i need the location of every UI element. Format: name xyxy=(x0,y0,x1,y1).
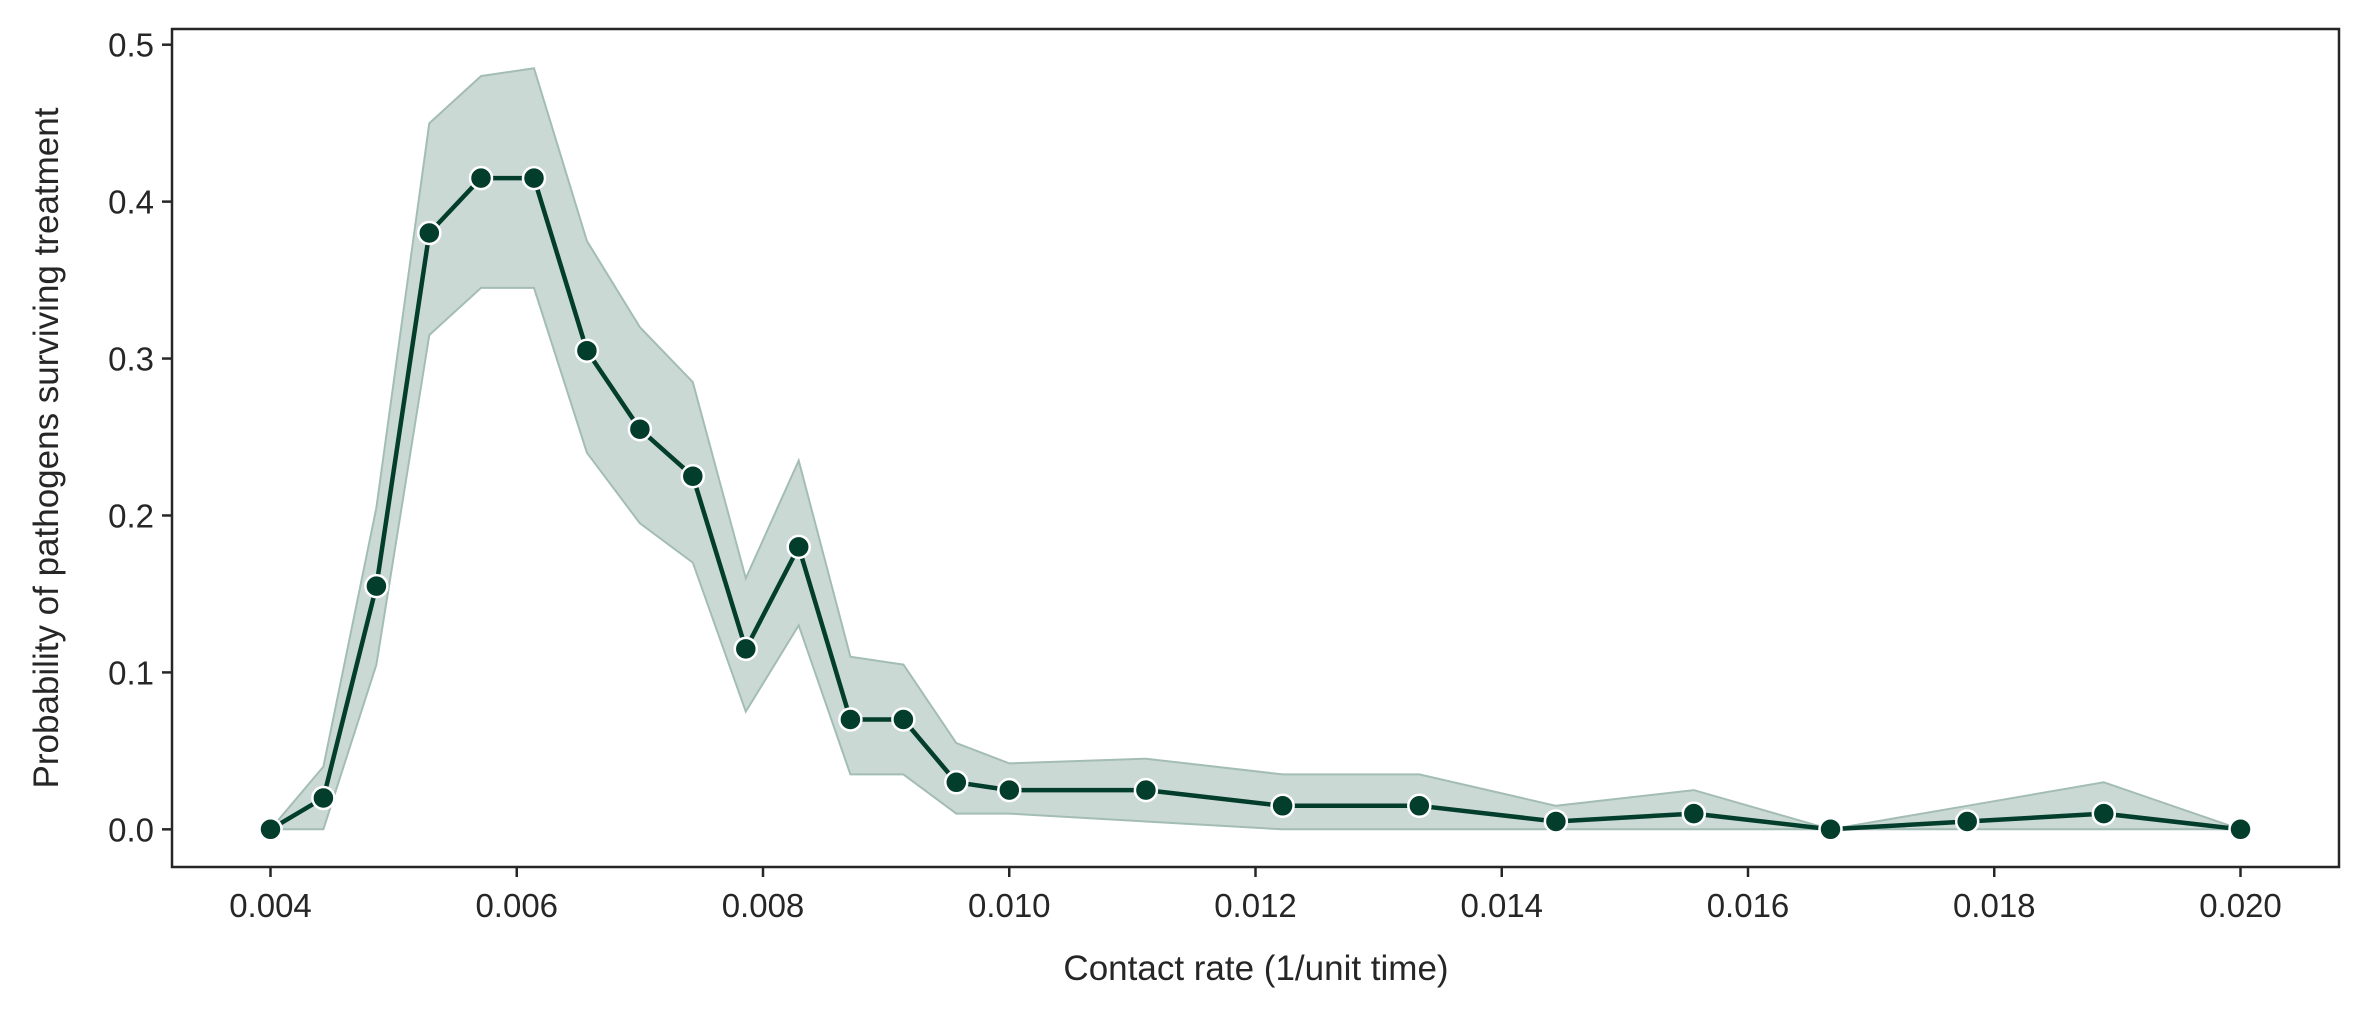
data-point xyxy=(1543,809,1569,834)
data-point xyxy=(1270,793,1295,819)
data-point xyxy=(574,338,600,363)
x-tick-label: 0.004 xyxy=(229,887,312,924)
y-tick-label: 0.1 xyxy=(108,654,154,691)
data-point xyxy=(521,165,547,191)
data-point xyxy=(1407,793,1432,819)
y-tick-label: 0.3 xyxy=(108,341,154,378)
data-point xyxy=(680,463,706,489)
data-point xyxy=(838,707,863,732)
x-axis-title: Contact rate (1/unit time) xyxy=(1063,949,1448,988)
data-point xyxy=(627,416,653,442)
confidence-band-layer xyxy=(268,67,2241,831)
x-tick-label: 0.012 xyxy=(1214,887,1297,924)
series-line-layer xyxy=(268,175,2243,832)
data-point xyxy=(786,534,811,560)
x-tick-label: 0.014 xyxy=(1460,887,1543,924)
data-point xyxy=(1133,777,1159,803)
data-point xyxy=(258,817,283,842)
x-tick-label: 0.016 xyxy=(1707,887,1790,924)
data-point xyxy=(997,777,1022,803)
data-point xyxy=(1681,801,1707,826)
x-tick-label: 0.010 xyxy=(968,887,1051,924)
y-tick-label: 0.5 xyxy=(108,27,154,64)
confidence-band xyxy=(268,67,2241,831)
data-point xyxy=(1954,809,1980,834)
y-axis-ticks: 0.0 0.1 0.2 0.3 0.4 0.5 xyxy=(108,27,172,848)
x-tick-label: 0.006 xyxy=(475,887,558,924)
series-line xyxy=(268,175,2243,832)
x-tick-label: 0.008 xyxy=(722,887,805,924)
x-axis-ticks: 0.004 0.006 0.008 0.010 0.012 0.014 0.016 0.018… xyxy=(229,867,2282,924)
x-tick-label: 0.018 xyxy=(1953,887,2036,924)
x-tick-label: 0.020 xyxy=(2199,887,2282,924)
data-point xyxy=(891,707,916,732)
y-tick-label: 0.2 xyxy=(108,497,154,534)
data-point xyxy=(417,220,442,246)
marker-layer xyxy=(258,165,2253,842)
data-point xyxy=(311,785,336,811)
data-point xyxy=(2091,801,2117,826)
y-axis-title: Probability of pathogens surviving treat… xyxy=(27,107,66,788)
data-point xyxy=(1818,817,1843,842)
data-point xyxy=(364,573,389,599)
y-tick-label: 0.4 xyxy=(108,184,154,221)
data-point xyxy=(2228,817,2253,842)
data-point xyxy=(944,770,969,795)
data-point xyxy=(468,165,494,191)
y-tick-label: 0.0 xyxy=(108,811,154,848)
data-point xyxy=(733,636,759,662)
